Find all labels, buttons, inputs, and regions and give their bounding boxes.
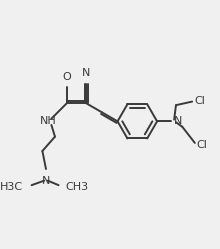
Text: CH3: CH3 — [66, 182, 89, 192]
Text: N: N — [174, 116, 183, 126]
Text: O: O — [62, 72, 71, 82]
Text: N: N — [42, 176, 50, 186]
Text: Cl: Cl — [197, 140, 207, 150]
Text: H3C: H3C — [0, 182, 23, 192]
Text: Cl: Cl — [194, 96, 205, 106]
Text: N: N — [82, 68, 91, 78]
Text: NH: NH — [39, 116, 56, 126]
